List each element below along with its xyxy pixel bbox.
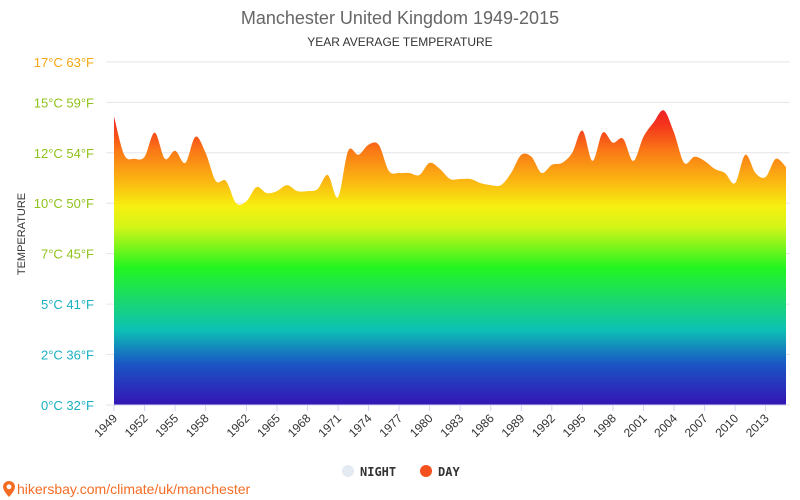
- legend-item-night[interactable]: NIGHT: [342, 465, 396, 479]
- x-tick-label: 1962: [224, 411, 253, 440]
- x-tick-label: 2004: [651, 411, 680, 440]
- x-tick-label: 1968: [285, 411, 314, 440]
- x-tick-label: 1998: [590, 411, 619, 440]
- x-tick-label: 1955: [152, 411, 181, 440]
- legend-marker-day: [420, 465, 432, 477]
- x-tick-label: 1989: [499, 411, 528, 440]
- watermark-text: hikersbay.com/climate/uk/manchester: [17, 481, 250, 497]
- x-tick-label: 2013: [743, 411, 772, 440]
- chart-subtitle: YEAR AVERAGE TEMPERATURE: [307, 35, 492, 49]
- legend-label-night: NIGHT: [360, 465, 396, 479]
- y-tick-label: 15°C 59°F: [34, 95, 94, 110]
- location-pin-icon: [3, 481, 15, 497]
- y-tick-label: 5°C 41°F: [41, 297, 94, 312]
- legend: NIGHT DAY: [342, 465, 460, 479]
- x-tick-label: 1986: [468, 411, 497, 440]
- x-tick-label: 1983: [438, 411, 467, 440]
- y-tick-label: 2°C 36°F: [41, 348, 94, 363]
- x-tick-label: 2010: [712, 411, 741, 440]
- legend-marker-night: [342, 465, 354, 477]
- x-tick-label: 1995: [560, 411, 589, 440]
- y-axis-ticks: 0°C 32°F 2°C 36°F 5°C 41°F 7°C 45°F 10°C 50°…: [34, 55, 94, 413]
- x-tick-label: 1952: [122, 411, 151, 440]
- x-tick-label: 2007: [682, 411, 711, 440]
- legend-item-day[interactable]: DAY: [420, 465, 460, 479]
- x-tick-label: 1958: [183, 411, 212, 440]
- x-tick-label: 1977: [376, 411, 405, 440]
- y-tick-label: 0°C 32°F: [41, 398, 94, 413]
- y-tick-label: 7°C 45°F: [41, 247, 94, 262]
- x-tick-label: 1992: [529, 411, 558, 440]
- x-tick-label: 1949: [91, 411, 120, 440]
- x-tick-label: 1965: [254, 411, 283, 440]
- y-tick-label: 10°C 50°F: [34, 196, 94, 211]
- legend-label-day: DAY: [438, 465, 460, 479]
- x-tick-label: 1980: [407, 411, 436, 440]
- x-tick-label: 1974: [346, 411, 375, 440]
- plot-areas: [114, 110, 786, 406]
- chart-title: Manchester United Kingdom 1949-2015: [241, 8, 559, 28]
- night-area: [114, 265, 786, 405]
- x-axis: 1949 1952 1955 1958 1962 1965 1968 1971 1974 1977…: [91, 404, 786, 440]
- y-axis-label: TEMPERATURE: [16, 193, 28, 275]
- y-tick-label: 17°C 63°F: [34, 55, 94, 70]
- x-tick-label: 2001: [621, 411, 650, 440]
- y-tick-label: 12°C 54°F: [34, 146, 94, 161]
- x-tick-label: 1971: [315, 411, 344, 440]
- watermark-link[interactable]: hikersbay.com/climate/uk/manchester: [3, 481, 250, 497]
